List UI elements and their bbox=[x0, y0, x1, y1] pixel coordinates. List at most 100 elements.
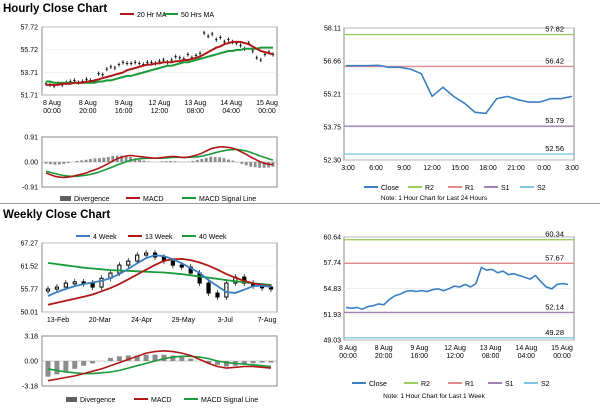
wk13-line bbox=[47, 257, 272, 306]
x-tick-label: 14 Aug bbox=[515, 345, 537, 352]
close-line bbox=[346, 64, 573, 115]
x-tick-label: 08:00 bbox=[482, 353, 500, 360]
divergence-bar bbox=[66, 162, 70, 164]
x-tick-label: 21:00 bbox=[507, 165, 525, 172]
divergence-bar bbox=[124, 156, 128, 162]
candle-body bbox=[268, 286, 274, 290]
divergence-bar bbox=[111, 155, 115, 162]
x-tick-label: 9 Aug bbox=[115, 100, 133, 107]
divergence-bar bbox=[152, 354, 158, 361]
divergence-bar bbox=[214, 361, 220, 365]
legend-s2: S2 bbox=[541, 381, 550, 388]
candle-body bbox=[224, 282, 229, 298]
legend-r2: R2 bbox=[421, 381, 430, 388]
divergence-bar bbox=[53, 162, 57, 165]
chart-note: Note: 1 Hour Chart for Last 24 Hours bbox=[381, 195, 488, 202]
legend-macd: MACD bbox=[151, 397, 172, 404]
divergence-bar bbox=[213, 157, 217, 162]
candle-body bbox=[99, 277, 104, 288]
legend-r2: R2 bbox=[425, 185, 434, 192]
x-tick-label: 04:00 bbox=[222, 108, 240, 115]
candle-body bbox=[179, 264, 184, 268]
x-tick-label: 15 Aug bbox=[551, 345, 573, 352]
level-label: 57.67 bbox=[545, 253, 564, 262]
divergence-bar bbox=[206, 361, 212, 364]
divergence-bar bbox=[191, 160, 195, 162]
divergence-bar bbox=[169, 160, 173, 162]
candle-body bbox=[215, 292, 220, 298]
divergence-bar bbox=[240, 162, 244, 164]
divergence-bar bbox=[89, 158, 92, 162]
divergence-bar bbox=[258, 162, 262, 168]
divergence-bar bbox=[98, 158, 101, 162]
divergence-bar bbox=[45, 361, 51, 377]
legend-4week: 4 Week bbox=[93, 234, 117, 241]
divergence-bar bbox=[188, 358, 194, 361]
ma20-line bbox=[46, 40, 274, 86]
x-tick-label: 20-Mar bbox=[89, 317, 112, 324]
candle-body bbox=[45, 288, 51, 292]
divergence-bar bbox=[44, 162, 48, 164]
candle-body bbox=[72, 281, 77, 285]
candle-body bbox=[144, 252, 149, 256]
x-tick-label: 3-Jul bbox=[218, 317, 234, 324]
legend-s2: S2 bbox=[537, 185, 546, 192]
x-tick-label: 12 Aug bbox=[149, 100, 171, 107]
level-label: 56.42 bbox=[545, 56, 564, 65]
divergence-bar bbox=[227, 159, 230, 162]
y-tick-label: 61.52 bbox=[20, 263, 38, 270]
legend-close: Close bbox=[369, 381, 387, 388]
divergence-bar bbox=[142, 160, 146, 162]
legend-divergence: Divergence bbox=[74, 196, 110, 203]
legend-divergence-swatch bbox=[60, 196, 71, 201]
divergence-bar bbox=[72, 361, 78, 369]
x-tick-label: 8 Aug bbox=[375, 345, 393, 352]
x-tick-label: 18:00 bbox=[479, 165, 497, 172]
divergence-bar bbox=[84, 159, 88, 162]
y-tick-label: 49.03 bbox=[323, 338, 341, 345]
x-tick-label: 16:00 bbox=[115, 108, 133, 115]
level-label: 60.34 bbox=[545, 230, 564, 239]
chart-note: Note: 1 Hour Chart for Last 1 Week bbox=[383, 393, 486, 400]
y-tick-label: 67.27 bbox=[20, 241, 38, 248]
candle-body bbox=[117, 264, 122, 274]
legend-divergence-swatch bbox=[66, 397, 77, 402]
weekly-section-title: Weekly Close Chart bbox=[3, 209, 111, 221]
x-tick-label: 8 Aug bbox=[339, 345, 357, 352]
x-tick-label: 00:00 bbox=[43, 108, 61, 115]
candle-body bbox=[54, 286, 60, 290]
divergence-bar bbox=[62, 162, 66, 164]
y-tick-label: 57.74 bbox=[323, 260, 341, 267]
y-tick-label: 55.21 bbox=[323, 91, 341, 98]
divergence-bar bbox=[241, 361, 247, 365]
macd-line bbox=[47, 349, 272, 382]
y-tick-label: 55.77 bbox=[20, 286, 38, 293]
divergence-bar bbox=[116, 356, 122, 361]
divergence-bar bbox=[170, 355, 176, 361]
x-tick-label: 9:00 bbox=[397, 165, 411, 172]
x-tick-label: 13 Aug bbox=[480, 345, 502, 352]
y-tick-label: 53.75 bbox=[323, 125, 341, 132]
divergence-bar bbox=[138, 159, 141, 162]
legend-r1: R1 bbox=[465, 185, 474, 192]
divergence-bar bbox=[223, 361, 229, 367]
legend-ma20: 20 Hr MA bbox=[137, 12, 167, 19]
wk4-line bbox=[47, 254, 272, 297]
x-tick-label: 00:00 bbox=[258, 108, 276, 115]
x-tick-label: 29-May bbox=[172, 317, 196, 324]
candle-body bbox=[135, 254, 140, 262]
legend-close: Close bbox=[381, 185, 399, 192]
divergence-bar bbox=[129, 157, 132, 162]
level-label: 53.79 bbox=[545, 116, 564, 125]
divergence-bar bbox=[195, 160, 199, 162]
divergence-bar bbox=[244, 162, 248, 166]
candle-body bbox=[170, 260, 175, 266]
divergence-bar bbox=[250, 361, 256, 364]
divergence-bar bbox=[57, 162, 61, 165]
x-tick-label: 16:00 bbox=[411, 353, 429, 360]
level-label: 52.14 bbox=[545, 302, 564, 311]
y-tick-label: 55.72 bbox=[20, 47, 38, 54]
level-label: 49.28 bbox=[545, 328, 564, 337]
x-tick-label: 7-Aug bbox=[258, 317, 277, 324]
